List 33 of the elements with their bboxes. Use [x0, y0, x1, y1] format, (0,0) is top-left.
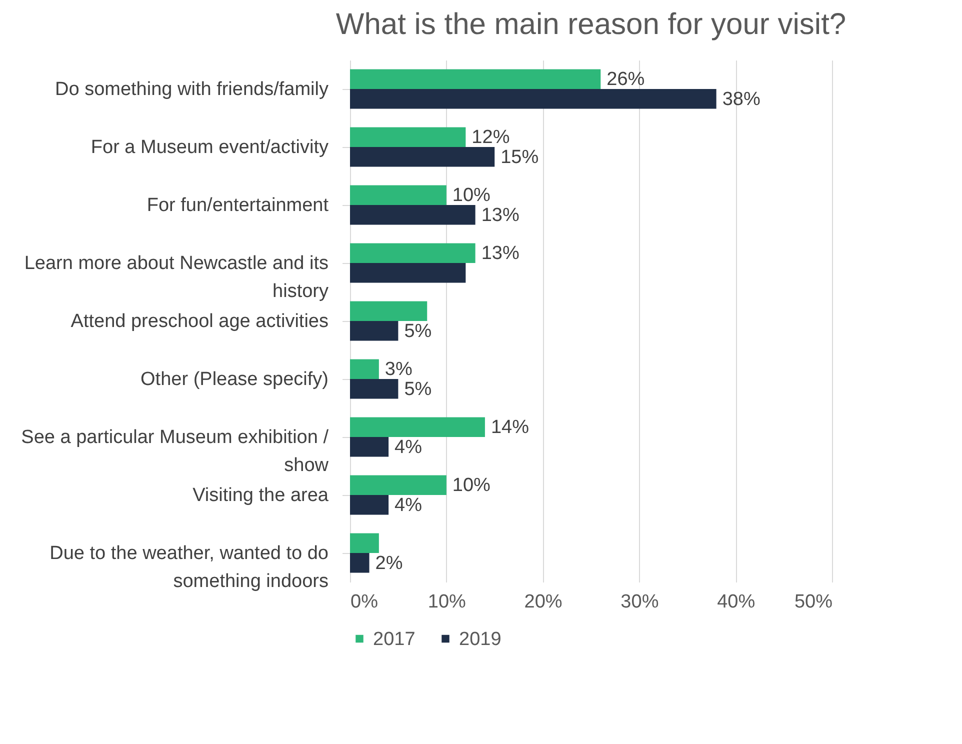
data-label: 13%	[481, 204, 520, 226]
data-label: 10%	[452, 475, 491, 496]
y-tick-label: Visiting the area	[192, 485, 329, 506]
x-tick-label: 30%	[620, 592, 659, 612]
data-label: 10%	[452, 185, 491, 206]
y-tick-label: Attend preschool age activities	[70, 311, 328, 332]
x-tick-label: 10%	[428, 592, 466, 612]
y-tick-label: Due to the weather, wanted to do something indoors	[50, 543, 328, 592]
data-label: 4%	[394, 436, 422, 458]
data-label: 12%	[472, 127, 510, 148]
data-label: 13%	[481, 243, 520, 264]
legend-label: 2019	[459, 628, 502, 650]
data-label: 5%	[404, 378, 432, 400]
data-label: 4%	[394, 494, 422, 516]
data-label: 14%	[490, 417, 530, 438]
y-tick-label: For fun/entertainment	[146, 195, 330, 216]
y-tick-label: See a particular Museum exhibition / show	[21, 427, 330, 476]
data-label: 26%	[606, 69, 645, 90]
x-tick-label: 0%	[350, 592, 378, 612]
chart-title: What is the main reason for your visit?	[336, 8, 846, 41]
x-tick-label: 50%	[794, 592, 833, 612]
x-tick-label: 20%	[524, 592, 562, 612]
y-tick-label: Learn more about Newcastle and its history	[24, 253, 329, 302]
x-tick-label: 40%	[717, 592, 756, 612]
data-label: 5%	[404, 320, 432, 342]
y-tick-label: Other (Please specify)	[140, 369, 328, 390]
data-label: 38%	[722, 88, 760, 110]
y-tick-label: For a Museum event/activity	[90, 137, 329, 158]
data-label: 2%	[375, 552, 403, 574]
y-tick-label: Do something with friends/family	[55, 79, 329, 100]
legend-label: 2017	[373, 628, 416, 650]
data-label: 15%	[500, 146, 539, 168]
data-label: 3%	[384, 359, 412, 380]
